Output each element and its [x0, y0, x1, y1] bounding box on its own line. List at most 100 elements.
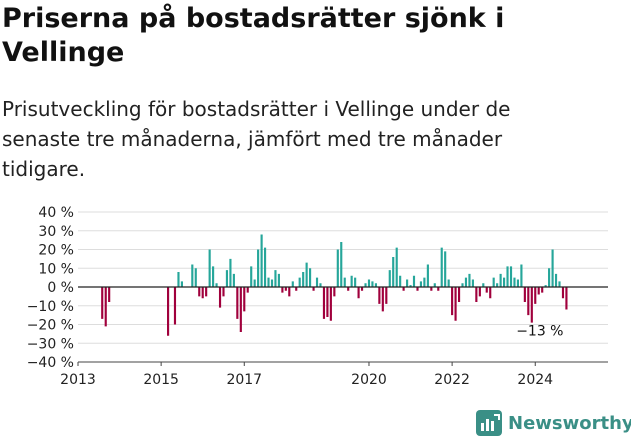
bar [104, 287, 107, 327]
bar [520, 264, 523, 287]
bar [322, 287, 326, 319]
bar [381, 287, 384, 312]
bar [558, 281, 561, 287]
bar [305, 262, 308, 287]
x-tick-label: 2017 [226, 372, 262, 388]
bar [385, 287, 388, 304]
bar [430, 287, 433, 291]
last-value-label: −13 % [516, 324, 563, 340]
chart-subtitle: Prisutveckling för bostadsrätter i Velli… [2, 97, 511, 181]
bar [350, 275, 353, 287]
bar [309, 268, 312, 287]
bar [499, 273, 502, 287]
x-tick-label: 2013 [60, 372, 96, 388]
bar [419, 281, 423, 287]
bar [478, 287, 481, 297]
bar [191, 264, 194, 287]
bar [409, 285, 412, 287]
bar [537, 287, 540, 295]
bar [270, 279, 274, 287]
bar [194, 268, 197, 287]
bar [360, 287, 364, 291]
bar [561, 287, 565, 299]
bar [423, 277, 426, 287]
bar [347, 287, 350, 291]
bar [534, 287, 537, 304]
bar [263, 247, 267, 287]
bar [218, 287, 222, 308]
bar [454, 287, 457, 321]
bar [471, 279, 474, 287]
bar [243, 287, 246, 312]
bar [523, 287, 526, 302]
bar [388, 270, 391, 287]
bar [329, 287, 332, 321]
bar [516, 279, 519, 287]
grid [78, 211, 608, 363]
bar [180, 281, 183, 287]
bar [402, 287, 405, 291]
bar [302, 272, 305, 287]
bar [447, 279, 450, 287]
bar [257, 249, 260, 287]
bar [291, 281, 294, 287]
bar [229, 258, 232, 287]
brand-name: Newsworthy [508, 412, 631, 434]
bar [284, 287, 287, 291]
bar [340, 242, 343, 287]
bar [464, 277, 468, 287]
bar [416, 287, 419, 291]
bar [399, 275, 402, 287]
bar [513, 277, 516, 287]
bar [378, 287, 381, 304]
bar [468, 273, 471, 287]
y-tick-label: 10 % [38, 261, 74, 277]
bar [208, 249, 211, 287]
bar [167, 287, 170, 336]
bar [267, 277, 270, 287]
bar [554, 273, 558, 287]
bar [295, 287, 298, 291]
bar [101, 287, 104, 319]
y-tick-label: −30 % [27, 336, 74, 352]
bar [277, 273, 280, 287]
bar [440, 247, 443, 287]
bar [173, 287, 177, 325]
bar [274, 270, 277, 287]
bar-series [101, 234, 568, 336]
bar [250, 266, 253, 287]
bar [205, 287, 208, 297]
axes: −40 % −30 % −20 % −10 % 0 % 10 % 20 % 30 % 40 % 2… [27, 205, 608, 388]
bar [426, 264, 429, 287]
bar [527, 287, 530, 316]
y-tick-label: 30 % [38, 224, 74, 240]
bar [253, 279, 256, 287]
bar [461, 283, 464, 287]
bar [333, 287, 336, 297]
bar [225, 270, 229, 287]
bar [260, 234, 263, 287]
bar [364, 283, 367, 287]
bar [298, 277, 301, 287]
bar [222, 287, 225, 297]
bar [215, 283, 218, 287]
bar [503, 277, 506, 287]
x-tick-label: 2024 [517, 372, 553, 388]
bar [201, 287, 204, 299]
y-tick-label: −40 % [27, 355, 74, 371]
bar [367, 279, 371, 287]
newsworthy-logo-icon [476, 410, 502, 436]
bar [541, 287, 544, 293]
bar [492, 277, 495, 287]
x-tick-label: 2015 [143, 372, 179, 388]
bar [509, 266, 513, 287]
brand-logo[interactable]: Newsworthy [476, 408, 631, 438]
bar [392, 257, 395, 287]
bar [236, 287, 239, 319]
bar [281, 287, 284, 293]
bar [371, 281, 374, 287]
y-tick-label: 20 % [38, 243, 74, 259]
bar [212, 266, 215, 287]
x-tick-label: 2022 [434, 372, 470, 388]
bar [565, 287, 568, 310]
